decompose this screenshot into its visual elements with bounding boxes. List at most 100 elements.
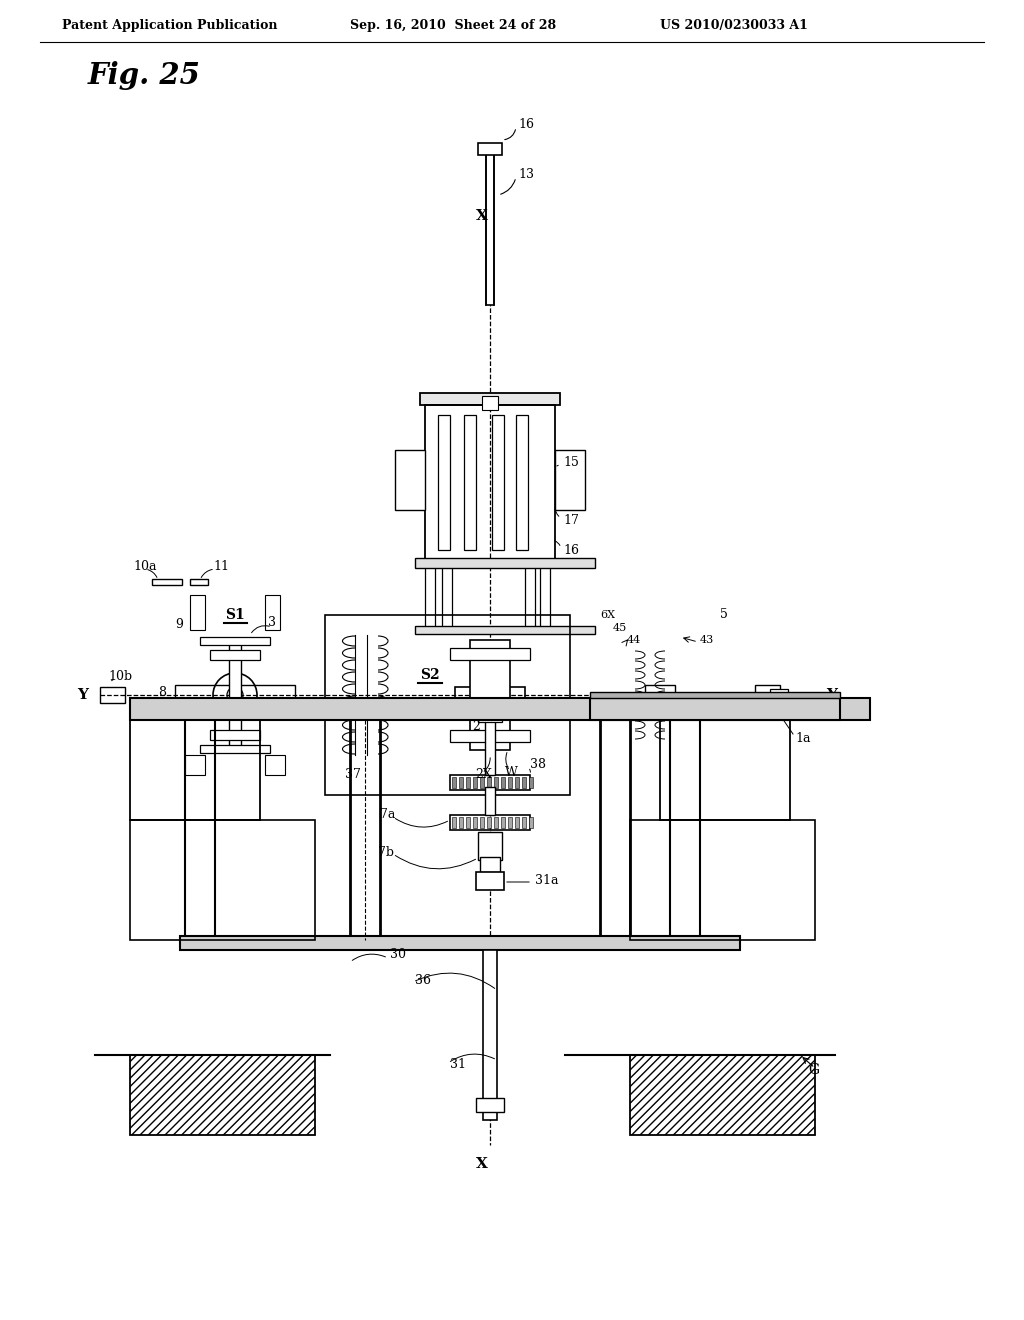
Text: 16: 16 — [518, 119, 534, 132]
Bar — [175, 685, 295, 705]
Text: 31a: 31a — [535, 874, 558, 887]
Text: 9: 9 — [175, 619, 183, 631]
Bar — [130, 719, 260, 820]
Bar — [130, 698, 870, 719]
Text: 10b: 10b — [108, 671, 132, 684]
Bar — [185, 755, 205, 775]
Bar — [630, 1055, 815, 1135]
Text: 13: 13 — [518, 169, 534, 181]
Text: 11: 11 — [213, 561, 229, 573]
Bar — [501, 777, 505, 788]
Bar — [480, 817, 484, 828]
Text: 7a: 7a — [380, 808, 395, 821]
Bar — [487, 777, 490, 788]
Text: 5: 5 — [720, 609, 728, 622]
Text: 2X: 2X — [475, 768, 492, 781]
Text: 6X: 6X — [600, 610, 615, 620]
Bar — [452, 777, 456, 788]
Circle shape — [227, 686, 243, 704]
Bar — [478, 143, 502, 154]
Bar — [130, 1055, 315, 1135]
Text: 38: 38 — [530, 759, 546, 771]
Text: X: X — [476, 209, 488, 223]
Text: 37: 37 — [345, 768, 360, 781]
Bar — [486, 145, 494, 305]
Bar — [200, 638, 270, 645]
Bar — [540, 560, 550, 630]
Text: W: W — [505, 767, 518, 780]
Text: Patent Application Publication: Patent Application Publication — [62, 18, 278, 32]
Bar — [450, 775, 530, 789]
Bar — [425, 405, 555, 560]
Bar — [508, 777, 512, 788]
Bar — [415, 626, 595, 634]
Bar — [480, 857, 500, 873]
Bar — [442, 560, 452, 630]
Text: Y: Y — [77, 688, 88, 702]
Bar — [450, 814, 530, 830]
Bar — [180, 936, 740, 950]
Bar — [210, 730, 260, 741]
Bar — [480, 777, 484, 788]
Bar — [501, 817, 505, 828]
Bar — [180, 706, 340, 719]
Bar — [494, 817, 498, 828]
Bar — [515, 777, 519, 788]
Bar — [265, 755, 285, 775]
Bar — [555, 450, 585, 510]
Bar — [210, 649, 260, 660]
Bar — [466, 777, 470, 788]
Text: 31: 31 — [450, 1059, 466, 1072]
Bar — [529, 777, 534, 788]
Bar — [200, 744, 270, 752]
Text: 15: 15 — [563, 457, 579, 470]
Text: 30: 30 — [390, 949, 406, 961]
Bar — [508, 817, 512, 828]
Bar — [473, 817, 477, 828]
Bar — [483, 950, 497, 1119]
Text: Fig. 25: Fig. 25 — [88, 61, 201, 90]
Bar — [590, 698, 840, 719]
Bar — [515, 817, 519, 828]
Bar — [190, 595, 205, 630]
Text: 44: 44 — [627, 635, 641, 645]
Bar — [476, 873, 504, 890]
Bar — [130, 820, 315, 940]
Bar — [325, 615, 570, 795]
Text: Y: Y — [826, 688, 837, 702]
Bar — [425, 560, 435, 630]
Bar — [473, 777, 477, 788]
Text: 43: 43 — [700, 635, 715, 645]
Bar — [459, 777, 463, 788]
Bar — [485, 719, 495, 775]
Text: Sep. 16, 2010  Sheet 24 of 28: Sep. 16, 2010 Sheet 24 of 28 — [350, 18, 556, 32]
Bar — [450, 730, 530, 742]
Bar — [464, 414, 476, 550]
Bar — [229, 640, 241, 750]
Bar — [494, 777, 498, 788]
Bar — [590, 692, 840, 698]
Bar — [482, 396, 498, 411]
Text: 7b: 7b — [378, 846, 394, 858]
Text: 3: 3 — [268, 616, 276, 630]
Bar — [630, 820, 815, 940]
Text: S2: S2 — [420, 668, 440, 682]
Bar — [529, 817, 534, 828]
Text: 1a: 1a — [795, 731, 811, 744]
Bar — [190, 579, 208, 585]
Bar — [100, 686, 125, 704]
Text: S1: S1 — [225, 609, 245, 622]
Text: 36: 36 — [415, 974, 431, 986]
Bar — [755, 685, 780, 705]
Bar — [130, 706, 175, 719]
Text: 8: 8 — [158, 686, 166, 700]
Bar — [770, 689, 788, 701]
Text: US 2010/0230033 A1: US 2010/0230033 A1 — [660, 18, 808, 32]
Bar — [645, 685, 675, 705]
Bar — [476, 1098, 504, 1111]
Bar — [516, 414, 528, 550]
Text: 45: 45 — [613, 623, 628, 634]
Bar — [265, 595, 280, 630]
Bar — [478, 832, 502, 861]
Bar — [660, 719, 790, 820]
